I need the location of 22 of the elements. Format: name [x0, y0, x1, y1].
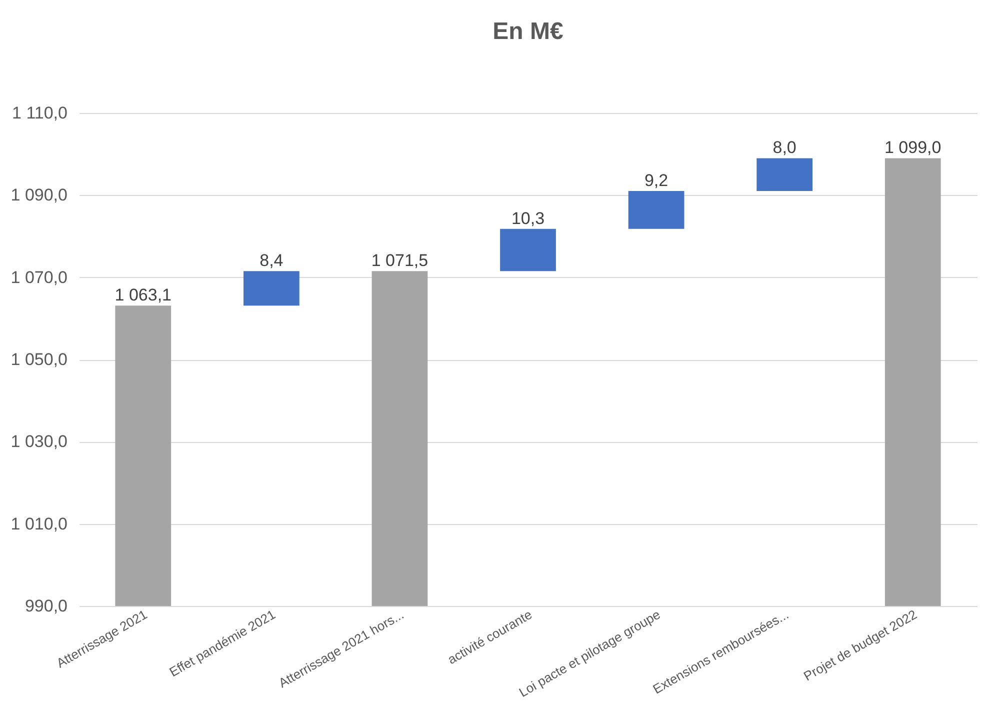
data-label: 8,4 — [260, 251, 284, 270]
y-tick-label: 1 030,0 — [10, 432, 68, 452]
bar — [756, 158, 813, 192]
y-tick-label: 1 070,0 — [10, 268, 68, 287]
data-label: 1 071,5 — [371, 251, 428, 270]
data-label: 9,2 — [644, 171, 668, 190]
y-tick-label: 1 010,0 — [10, 514, 68, 534]
data-label: 10,3 — [511, 208, 545, 228]
y-tick-label: 1 090,0 — [10, 186, 68, 205]
y-tick-label: 990,0 — [24, 596, 68, 616]
y-tick-label: 1 110,0 — [12, 104, 68, 122]
bar — [243, 271, 300, 306]
y-tick-label: 1 050,0 — [10, 350, 68, 369]
bar — [115, 306, 172, 606]
bar — [500, 228, 556, 272]
data-label: 1 063,1 — [114, 286, 172, 305]
bar — [372, 271, 428, 606]
data-label: 8,0 — [772, 138, 796, 158]
data-label: 1 099,0 — [884, 138, 942, 158]
bar — [628, 191, 684, 229]
bar — [884, 158, 941, 606]
chart-title: En M€ — [492, 18, 564, 45]
